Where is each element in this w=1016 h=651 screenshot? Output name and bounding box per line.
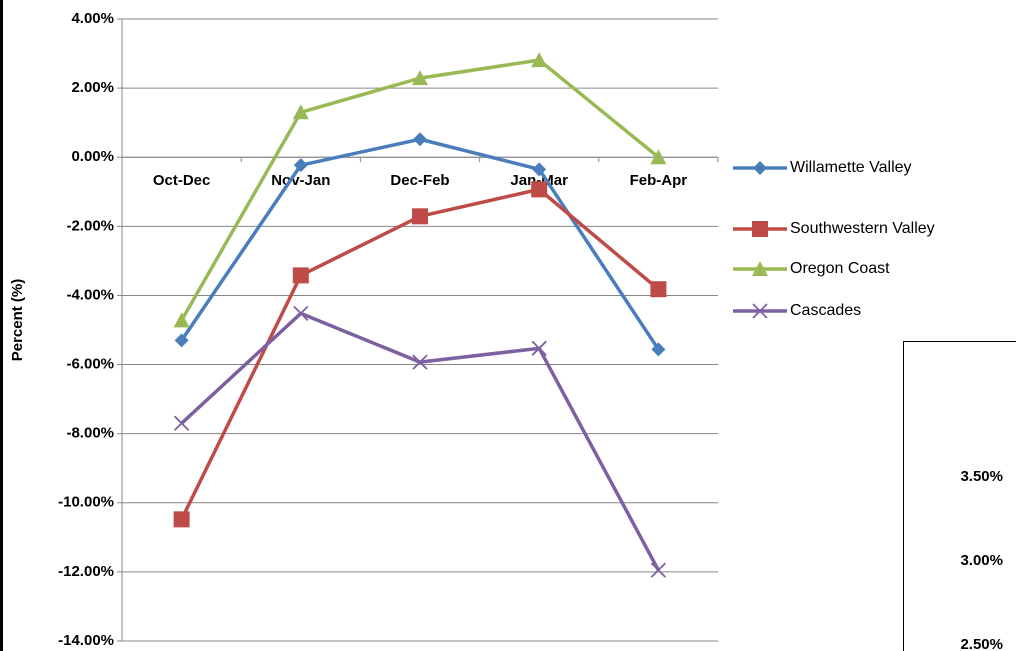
legend-marker: [753, 161, 767, 175]
y-tick-label: 4.00%: [71, 10, 114, 27]
y-tick-label: -4.00%: [66, 286, 114, 303]
data-point: [412, 354, 428, 370]
legend-label: Oregon Coast: [790, 260, 890, 277]
data-point: [173, 415, 190, 431]
data-point: [650, 281, 667, 298]
legend-marker: [752, 261, 768, 276]
legend-marker: [752, 303, 768, 319]
y-axis-label: Percent (%): [9, 279, 26, 362]
data-point: [413, 132, 427, 147]
data-point: [173, 312, 190, 328]
x-tick-label: Dec-Feb: [390, 172, 449, 189]
legend-label: Willamette Valley: [790, 159, 912, 176]
data-point: [532, 162, 547, 177]
data-point: [174, 333, 189, 348]
data-point: [531, 181, 548, 198]
y-tick-label: -2.00%: [66, 217, 114, 234]
legend-label: Southwestern Valley: [790, 220, 935, 237]
y-tick-label: 2.00%: [71, 79, 114, 96]
data-point: [531, 52, 548, 68]
y-tick-label: -10.00%: [58, 494, 114, 511]
y-tick-label: -8.00%: [66, 425, 114, 442]
x-tick-label: Nov-Jan: [271, 172, 330, 189]
data-point: [292, 267, 309, 284]
x-tick-label: Jan-Mar: [510, 172, 568, 189]
data-point: [531, 340, 547, 356]
left-border: [0, 0, 3, 651]
legend-marker: [752, 221, 768, 237]
data-point: [293, 158, 308, 173]
x-tick-label: Oct-Dec: [153, 172, 211, 189]
second-chart-frame: [903, 341, 1016, 651]
y-tick-label: -12.00%: [58, 563, 114, 580]
y-tick-label: -6.00%: [66, 356, 114, 373]
legend-label: Cascades: [790, 302, 861, 319]
y-tick-label: 2.50%: [960, 636, 1003, 651]
data-point: [651, 342, 666, 357]
data-point: [292, 104, 309, 120]
data-point: [650, 149, 667, 165]
y-tick-label: 0.00%: [71, 148, 114, 165]
x-tick-label: Feb-Apr: [630, 172, 688, 189]
data-point: [650, 562, 667, 578]
y-tick-label: -14.00%: [58, 632, 114, 649]
data-point: [412, 208, 428, 225]
data-point: [173, 511, 190, 528]
y-tick-label: 3.50%: [960, 468, 1003, 485]
data-point: [412, 70, 428, 86]
y-tick-label: 3.00%: [960, 552, 1003, 569]
data-point: [293, 305, 309, 322]
